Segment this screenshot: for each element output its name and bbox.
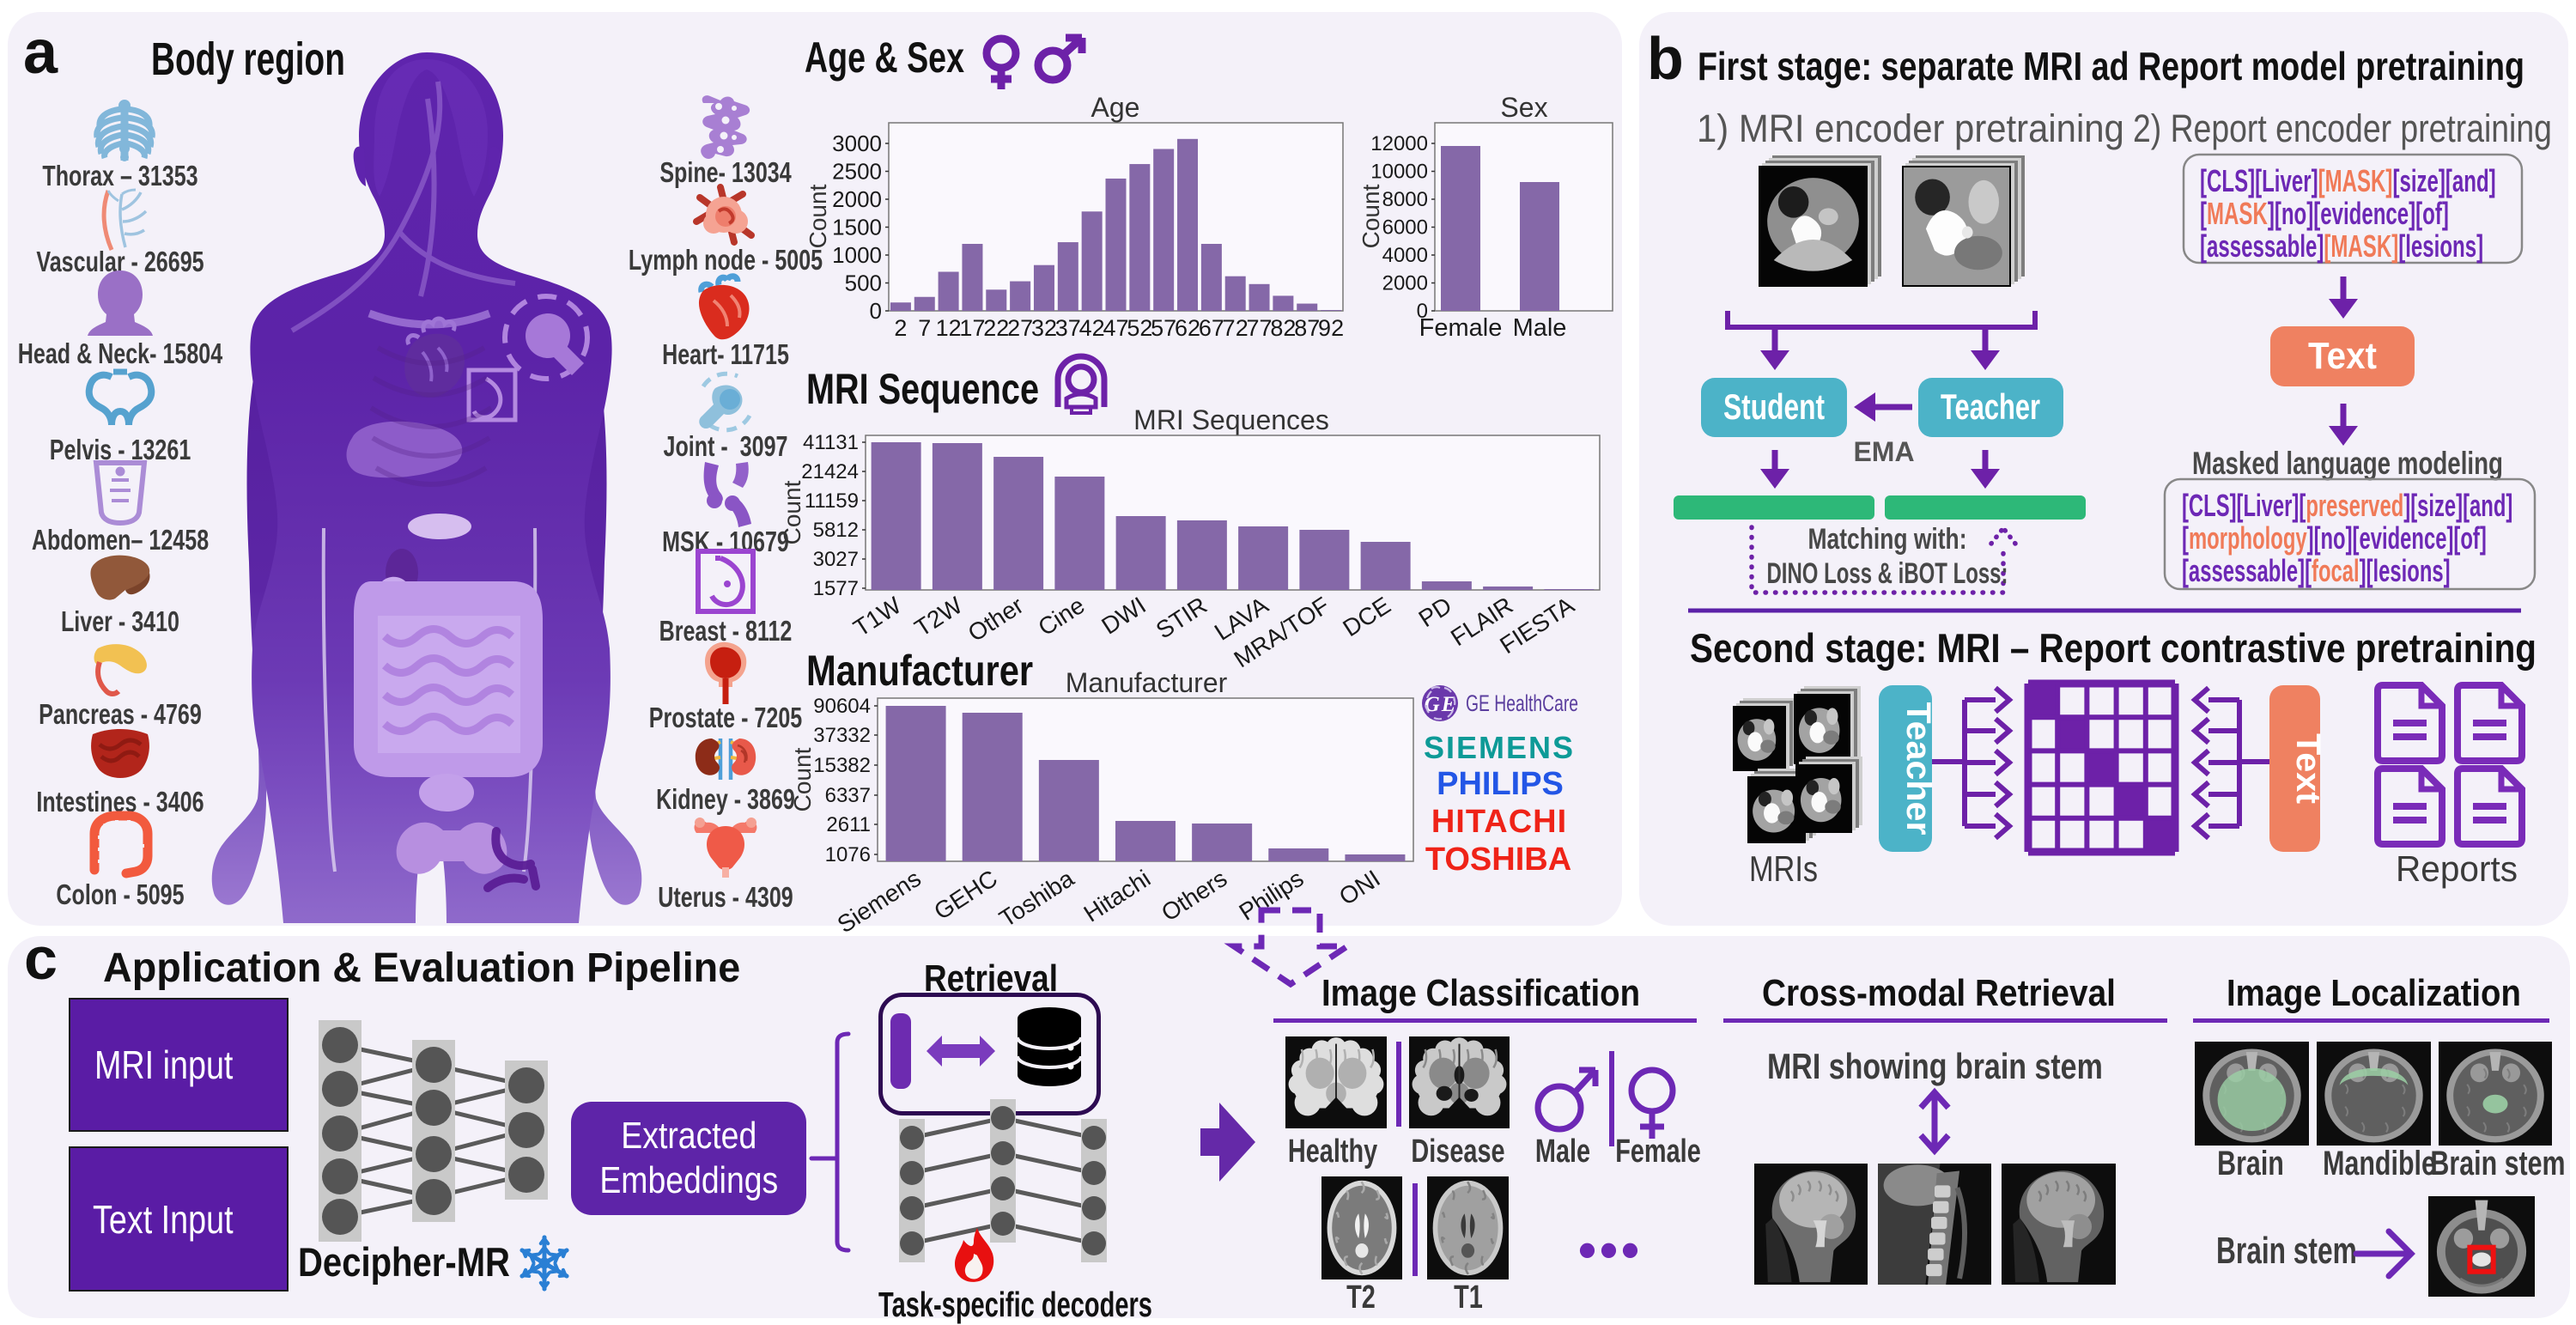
svg-text:Count: Count (789, 747, 816, 811)
svg-text:Hitachi: Hitachi (1079, 865, 1156, 927)
svg-text:0: 0 (1417, 300, 1428, 323)
svg-text:Reports: Reports (2396, 848, 2518, 889)
svg-text:Manufacturer: Manufacturer (1066, 667, 1228, 698)
svg-text:DWI: DWI (1097, 592, 1151, 640)
svg-text:1000: 1000 (832, 242, 882, 268)
svg-text:15382: 15382 (813, 754, 871, 777)
svg-text:Others: Others (1157, 865, 1231, 927)
svg-text:1577: 1577 (813, 577, 859, 600)
svg-text:Teacher: Teacher (1899, 702, 1937, 836)
svg-text:T2W: T2W (910, 592, 968, 642)
svg-text:6337: 6337 (825, 784, 871, 807)
svg-text:Sex: Sex (1500, 92, 1547, 123)
svg-text:Text: Text (2289, 733, 2327, 804)
svg-text:Matching with:: Matching with: (1808, 523, 1967, 556)
svg-text:41131: 41131 (803, 431, 859, 454)
svg-text:37332: 37332 (813, 724, 871, 747)
svg-text:2000: 2000 (1382, 272, 1428, 295)
svg-text:MRIs: MRIs (1749, 848, 1818, 889)
svg-text:67: 67 (1199, 315, 1224, 341)
svg-text:62: 62 (1175, 315, 1200, 341)
svg-text:Second stage: MRI – Report con: Second stage: MRI – Report contrastive p… (1690, 625, 2537, 671)
svg-text:GE HealthCare: GE HealthCare (1466, 690, 1578, 716)
svg-text:Female: Female (1419, 314, 1503, 342)
svg-text:77: 77 (1247, 315, 1273, 341)
svg-text:500: 500 (845, 270, 882, 296)
svg-text:90604: 90604 (813, 695, 871, 718)
svg-text:52: 52 (1127, 315, 1152, 341)
svg-text:Teacher: Teacher (1941, 386, 2040, 427)
svg-text:STIR: STIR (1151, 592, 1212, 644)
svg-text:12000: 12000 (1370, 132, 1428, 155)
svg-text:7: 7 (918, 315, 931, 341)
svg-text:82: 82 (1270, 315, 1296, 341)
svg-text:47: 47 (1103, 315, 1128, 341)
svg-text:Student: Student (1723, 386, 1825, 427)
svg-text:3027: 3027 (813, 548, 859, 571)
svg-text:Male: Male (1513, 314, 1567, 342)
svg-text:Age: Age (1091, 92, 1140, 123)
svg-text:3000: 3000 (832, 131, 882, 156)
svg-text:Cine: Cine (1033, 592, 1089, 641)
svg-text:11159: 11159 (805, 489, 859, 513)
svg-text:87: 87 (1294, 315, 1320, 341)
svg-text:ONI: ONI (1334, 865, 1385, 910)
svg-text:Toshiba: Toshiba (994, 865, 1078, 933)
svg-text:Count: Count (779, 480, 805, 544)
svg-text:42: 42 (1079, 315, 1105, 341)
svg-text:8000: 8000 (1382, 188, 1428, 211)
svg-text:22: 22 (983, 315, 1009, 341)
svg-text:2: 2 (894, 315, 907, 341)
svg-text:Text: Text (2308, 335, 2377, 377)
svg-text:1076: 1076 (825, 843, 871, 866)
svg-text:72: 72 (1223, 315, 1249, 341)
svg-text:Other: Other (963, 592, 1029, 647)
svg-text:Count: Count (1358, 184, 1384, 248)
svg-text:5812: 5812 (813, 519, 859, 542)
svg-text:DINO Loss & iBOT Loss:: DINO Loss & iBOT Loss: (1767, 557, 2008, 590)
svg-text:37: 37 (1055, 315, 1081, 341)
svg-text:MRI Sequences: MRI Sequences (1133, 404, 1329, 435)
svg-text:DCE: DCE (1338, 592, 1394, 641)
svg-text:10000: 10000 (1370, 161, 1428, 184)
svg-text:1500: 1500 (832, 215, 882, 240)
svg-text:G E: G E (1425, 693, 1456, 716)
svg-text:6000: 6000 (1382, 216, 1428, 240)
svg-text:32: 32 (1031, 315, 1057, 341)
svg-text:GEHC: GEHC (929, 865, 1002, 925)
svg-text:12: 12 (936, 315, 962, 341)
svg-text:2500: 2500 (832, 159, 882, 185)
svg-text:17: 17 (959, 315, 985, 341)
svg-text:57: 57 (1151, 315, 1176, 341)
svg-text:0: 0 (870, 298, 882, 324)
svg-text:Siemens: Siemens (833, 865, 926, 938)
svg-text:2611: 2611 (826, 813, 871, 836)
svg-text:21424: 21424 (801, 460, 859, 483)
svg-text:27: 27 (1007, 315, 1033, 341)
svg-text:4000: 4000 (1382, 244, 1428, 267)
svg-text:Masked language modeling: Masked language modeling (2192, 446, 2503, 481)
svg-text:EMA: EMA (1853, 436, 1914, 467)
svg-text:Count: Count (805, 184, 831, 248)
svg-text:2000: 2000 (832, 186, 882, 212)
svg-text:92: 92 (1318, 315, 1344, 341)
